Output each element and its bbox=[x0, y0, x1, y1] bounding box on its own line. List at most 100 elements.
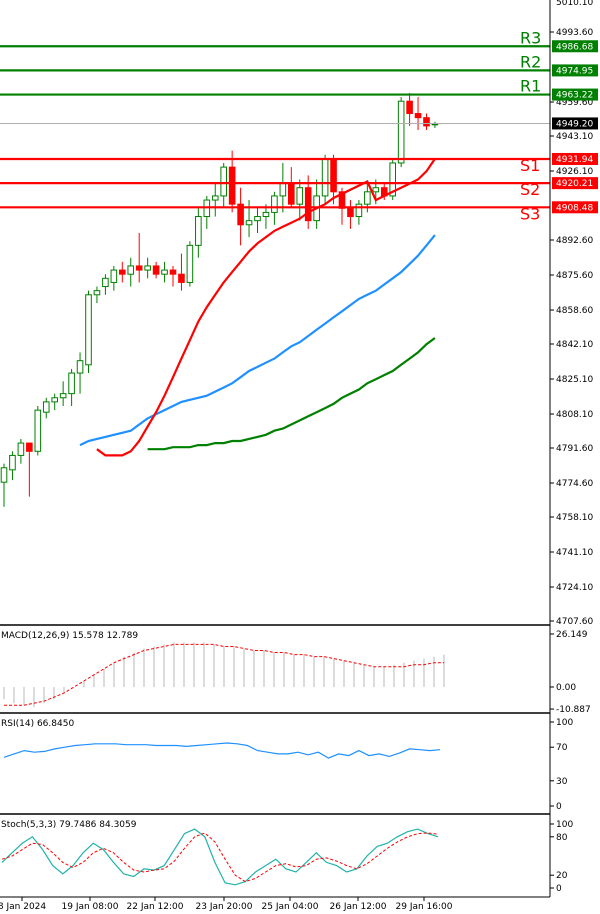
price-tick-label: 4825.10 bbox=[556, 375, 593, 385]
candle-body bbox=[254, 216, 261, 222]
price-tick-label: 4808.10 bbox=[556, 410, 593, 420]
candle-body bbox=[0, 467, 8, 483]
stoch-k-line bbox=[1, 828, 439, 886]
ma-blue-line bbox=[79, 234, 436, 447]
level-name-s1: S1 bbox=[520, 156, 540, 175]
rsi-tick-label: 70 bbox=[556, 743, 568, 753]
price-tick-label: 4926.10 bbox=[556, 167, 593, 177]
stoch-title: Stoch(5,3,3) 79.7486 84.3059 bbox=[1, 820, 137, 830]
x-tick-label: 23 Jan 20:00 bbox=[196, 902, 253, 912]
candle-body bbox=[110, 269, 118, 283]
candle-body bbox=[178, 273, 185, 283]
candle-body bbox=[372, 187, 380, 193]
rsi-title: RSI(14) 66.8450 bbox=[1, 719, 74, 729]
candle-body bbox=[85, 294, 92, 366]
candle-body bbox=[17, 442, 25, 456]
rsi-line bbox=[3, 742, 441, 759]
candle-body bbox=[397, 100, 405, 164]
price-tick-label: 4758.10 bbox=[556, 513, 593, 523]
rsi-tick-label: 0 bbox=[556, 802, 562, 812]
candle-body bbox=[423, 117, 430, 127]
candle-body bbox=[304, 187, 312, 222]
rsi-pane: 100 70 30 0 bbox=[3, 718, 573, 812]
stoch-tick-label: 0 bbox=[556, 884, 562, 894]
current-price-box bbox=[552, 117, 598, 130]
x-tick-label: 19 Jan 08:00 bbox=[62, 902, 119, 912]
x-tick-label: 22 Jan 12:00 bbox=[127, 902, 184, 912]
level-price-label: 4920.21 bbox=[556, 179, 593, 189]
stoch-tick-label: 80 bbox=[556, 833, 568, 843]
candle-body bbox=[262, 211, 270, 218]
price-tick-label: 4993.60 bbox=[556, 28, 593, 38]
candle-body bbox=[364, 191, 371, 205]
candle-body bbox=[59, 393, 67, 399]
stoch-tick-label: 100 bbox=[556, 820, 573, 830]
level-price-label: 4963.22 bbox=[556, 91, 593, 101]
candle-body bbox=[347, 207, 354, 218]
price-tick-label: 4774.60 bbox=[556, 479, 593, 489]
candle-body bbox=[321, 158, 329, 197]
candle-body bbox=[51, 397, 59, 403]
macd-pane: 26.149 0.00 -10.887 bbox=[3, 630, 591, 715]
price-tick-label: 4707.60 bbox=[556, 617, 593, 627]
candle-body bbox=[406, 100, 413, 115]
price-tick-label: 4791.60 bbox=[556, 444, 593, 454]
candle-body bbox=[211, 195, 219, 201]
x-tick-label: 25 Jan 04:00 bbox=[262, 902, 319, 912]
price-tick-label: 4724.10 bbox=[556, 583, 593, 593]
candle-body bbox=[355, 203, 363, 218]
candle-body bbox=[26, 442, 33, 452]
level-price-box bbox=[552, 201, 598, 214]
x-tick-label: 29 Jan 16:00 bbox=[396, 902, 453, 912]
macd-signal-line bbox=[4, 643, 444, 706]
candle-body bbox=[237, 203, 244, 226]
candle-body bbox=[102, 277, 109, 288]
candle-body bbox=[144, 265, 151, 271]
candle-body bbox=[135, 265, 143, 271]
level-name-s3: S3 bbox=[520, 204, 540, 223]
level-name-r1: R1 bbox=[520, 77, 541, 96]
stoch-d-line bbox=[1, 832, 439, 883]
candle-body bbox=[76, 360, 84, 374]
candle-body bbox=[414, 113, 422, 119]
ma-red-line bbox=[96, 158, 436, 457]
candle-body bbox=[152, 265, 160, 275]
candle-body bbox=[119, 269, 126, 275]
price-tick-label: 4959.60 bbox=[556, 98, 593, 108]
level-price-box bbox=[552, 88, 598, 101]
price-tick-label: 4892.60 bbox=[556, 236, 593, 246]
price-tick-label: 4741.10 bbox=[556, 548, 593, 558]
x-tick-label: 8 Jan 2024 bbox=[0, 902, 46, 912]
x-axis: 8 Jan 2024 19 Jan 08:00 22 Jan 12:00 23 Jan… bbox=[0, 897, 453, 912]
candle-body bbox=[186, 244, 194, 283]
stoch-pane: 100 80 20 0 bbox=[1, 820, 573, 894]
candle-body bbox=[68, 372, 75, 395]
macd-tick-label: 0.00 bbox=[556, 683, 576, 693]
level-price-box bbox=[552, 64, 598, 77]
rsi-tick-label: 100 bbox=[556, 718, 573, 728]
candle-body bbox=[93, 290, 101, 296]
level-price-label: 4986.68 bbox=[556, 42, 593, 52]
price-pane: 4993.60 4959.60 4943.10 4926.10 4892.60 4875.… bbox=[0, 0, 598, 627]
candle-body bbox=[330, 158, 337, 193]
level-name-s2: S2 bbox=[520, 180, 540, 199]
candle-body bbox=[279, 183, 287, 197]
macd-tick-label: 26.149 bbox=[556, 630, 588, 640]
price-tick-label: 4842.10 bbox=[556, 340, 593, 350]
candle-body bbox=[169, 269, 177, 275]
level-price-box bbox=[552, 40, 598, 53]
price-tick-label: 4875.60 bbox=[556, 271, 593, 281]
stoch-tick-label: 20 bbox=[556, 871, 568, 881]
current-price-label: 4949.20 bbox=[556, 119, 593, 129]
level-price-label: 4908.48 bbox=[556, 203, 593, 213]
price-tick-label: 4943.10 bbox=[556, 132, 593, 142]
candle-body bbox=[288, 183, 295, 205]
candle-body bbox=[389, 162, 396, 197]
macd-tick-label: -10.887 bbox=[556, 705, 591, 715]
candle-body bbox=[127, 265, 135, 275]
candle-body bbox=[296, 187, 304, 205]
candle-body bbox=[245, 220, 253, 226]
price-tick-label: 5010.10 bbox=[556, 0, 593, 8]
x-tick-label: 26 Jan 12:00 bbox=[330, 902, 387, 912]
